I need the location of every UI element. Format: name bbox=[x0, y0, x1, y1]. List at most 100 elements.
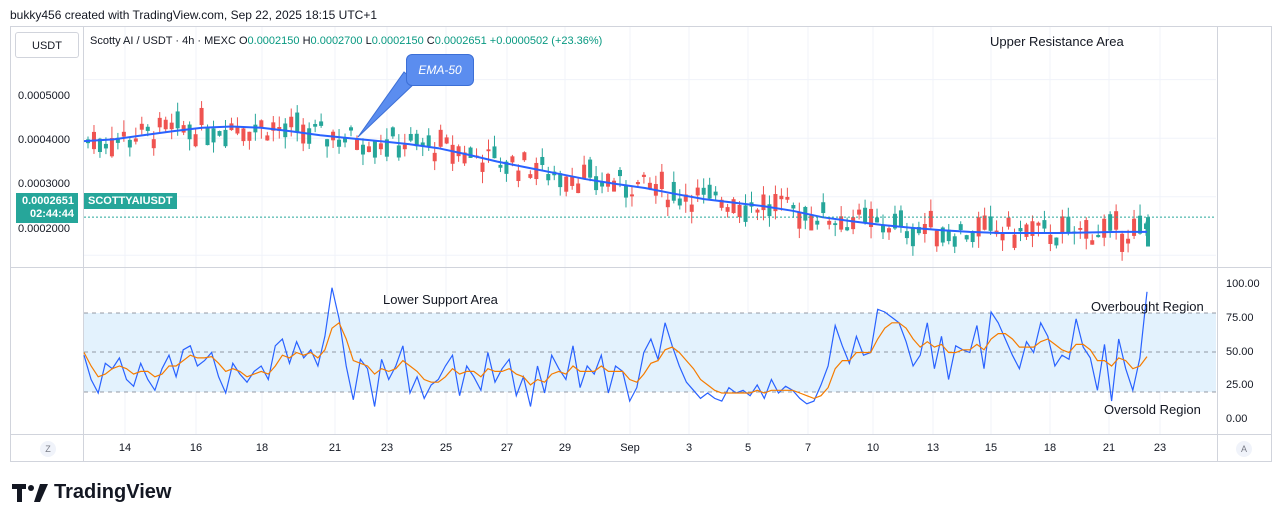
candle-body bbox=[175, 111, 180, 129]
candle-body bbox=[683, 194, 688, 202]
candle-body bbox=[480, 162, 485, 172]
auto-scale-toggle[interactable]: A bbox=[1236, 441, 1252, 457]
candle-body bbox=[659, 171, 664, 190]
price-axis-tick: 0.0005000 bbox=[18, 90, 70, 102]
candle-body bbox=[528, 174, 533, 178]
candle-body bbox=[755, 209, 760, 213]
candle-body bbox=[1012, 234, 1017, 248]
candle-body bbox=[1042, 220, 1047, 229]
candle-body bbox=[157, 117, 162, 128]
candle-body bbox=[1030, 221, 1035, 236]
candle-body bbox=[253, 124, 258, 133]
time-axis-tick: 10 bbox=[866, 442, 880, 454]
candle-body bbox=[163, 119, 168, 130]
candle-body bbox=[450, 144, 455, 164]
candle-body bbox=[289, 116, 294, 128]
candle-body bbox=[761, 194, 766, 211]
candle-body bbox=[815, 220, 820, 225]
candle-body bbox=[271, 122, 276, 131]
candle-body bbox=[390, 127, 395, 137]
candle-body bbox=[343, 137, 348, 143]
candle-body bbox=[319, 121, 324, 126]
candle-body bbox=[576, 183, 581, 194]
price-axis-tick: 0.0004000 bbox=[18, 134, 70, 146]
candle-body bbox=[719, 199, 724, 208]
candle-body bbox=[402, 144, 407, 150]
rsi-band bbox=[84, 312, 1216, 393]
candle-body bbox=[1078, 228, 1083, 230]
candle-body bbox=[247, 131, 252, 141]
candle-body bbox=[420, 142, 425, 147]
candle-body bbox=[629, 194, 634, 197]
candle-body bbox=[928, 210, 933, 228]
currency-selector[interactable]: USDT bbox=[15, 32, 79, 58]
time-axis-tick: Sep bbox=[620, 442, 640, 454]
legend-low-label: L bbox=[365, 35, 372, 47]
candle-body bbox=[109, 138, 114, 157]
time-axis-tick: 13 bbox=[926, 442, 940, 454]
candle-body bbox=[522, 152, 527, 161]
legend-high-label: H bbox=[302, 35, 311, 47]
candle-body bbox=[970, 232, 975, 243]
candle-body bbox=[958, 224, 963, 231]
time-axis-tick: 18 bbox=[255, 442, 269, 454]
candle-body bbox=[916, 226, 921, 234]
candle-body bbox=[504, 161, 509, 174]
legend-low: 0.0002150 bbox=[371, 35, 424, 47]
legend-open-label: O bbox=[238, 35, 248, 47]
candle-body bbox=[115, 137, 120, 143]
candle-body bbox=[205, 127, 210, 146]
candle-body bbox=[1114, 211, 1119, 230]
candle-body bbox=[701, 187, 706, 195]
candle-body bbox=[635, 182, 640, 185]
candle-body bbox=[510, 156, 515, 163]
candle-body bbox=[821, 202, 826, 214]
candle-body bbox=[540, 156, 545, 166]
candle-body bbox=[904, 231, 909, 239]
candle-body bbox=[1000, 232, 1005, 241]
candle-body bbox=[785, 196, 790, 200]
candle-body bbox=[725, 207, 730, 212]
time-axis-tick: 5 bbox=[744, 442, 752, 454]
overbought-label: Overbought Region bbox=[1091, 299, 1204, 314]
rsi-axis-tick: 50.00 bbox=[1226, 346, 1254, 358]
candle-body bbox=[940, 227, 945, 243]
candle-body bbox=[325, 139, 330, 147]
candle-body bbox=[1102, 218, 1107, 238]
candle-body bbox=[127, 139, 132, 148]
rsi-line bbox=[83, 287, 1148, 407]
legend-close-label: C bbox=[426, 35, 435, 47]
candle-body bbox=[307, 128, 312, 144]
candle-body bbox=[1146, 217, 1150, 247]
candle-body bbox=[779, 195, 784, 200]
candle-body bbox=[612, 180, 617, 192]
header-credit: bukky456 created with TradingView.com, S… bbox=[10, 8, 378, 22]
candle-body bbox=[1120, 233, 1125, 252]
time-axis-tick: 29 bbox=[558, 442, 572, 454]
log-scale-toggle[interactable]: Z bbox=[40, 441, 56, 457]
candle-body bbox=[677, 198, 682, 206]
candle-body bbox=[564, 176, 569, 192]
candle-body bbox=[223, 129, 228, 147]
candle-body bbox=[414, 133, 419, 147]
candle-body bbox=[875, 217, 880, 223]
candle-body bbox=[1060, 216, 1065, 233]
candle-body bbox=[713, 191, 718, 196]
time-axis-tick: 25 bbox=[439, 442, 453, 454]
candle-body bbox=[588, 159, 593, 178]
candle-body bbox=[946, 229, 951, 242]
candle-body bbox=[486, 149, 491, 152]
time-axis-tick: 14 bbox=[118, 442, 132, 454]
tradingview-logo: TradingView bbox=[12, 481, 171, 504]
rsi-axis-tick: 100.00 bbox=[1226, 278, 1260, 290]
candle-body bbox=[647, 182, 652, 190]
candle-body bbox=[139, 123, 144, 130]
candle-body bbox=[193, 134, 198, 147]
candle-body bbox=[964, 235, 969, 240]
candle-body bbox=[546, 174, 551, 181]
candle-body bbox=[1126, 238, 1131, 244]
candle-body bbox=[217, 131, 222, 136]
candle-body bbox=[857, 209, 862, 215]
candle-body bbox=[103, 143, 108, 149]
